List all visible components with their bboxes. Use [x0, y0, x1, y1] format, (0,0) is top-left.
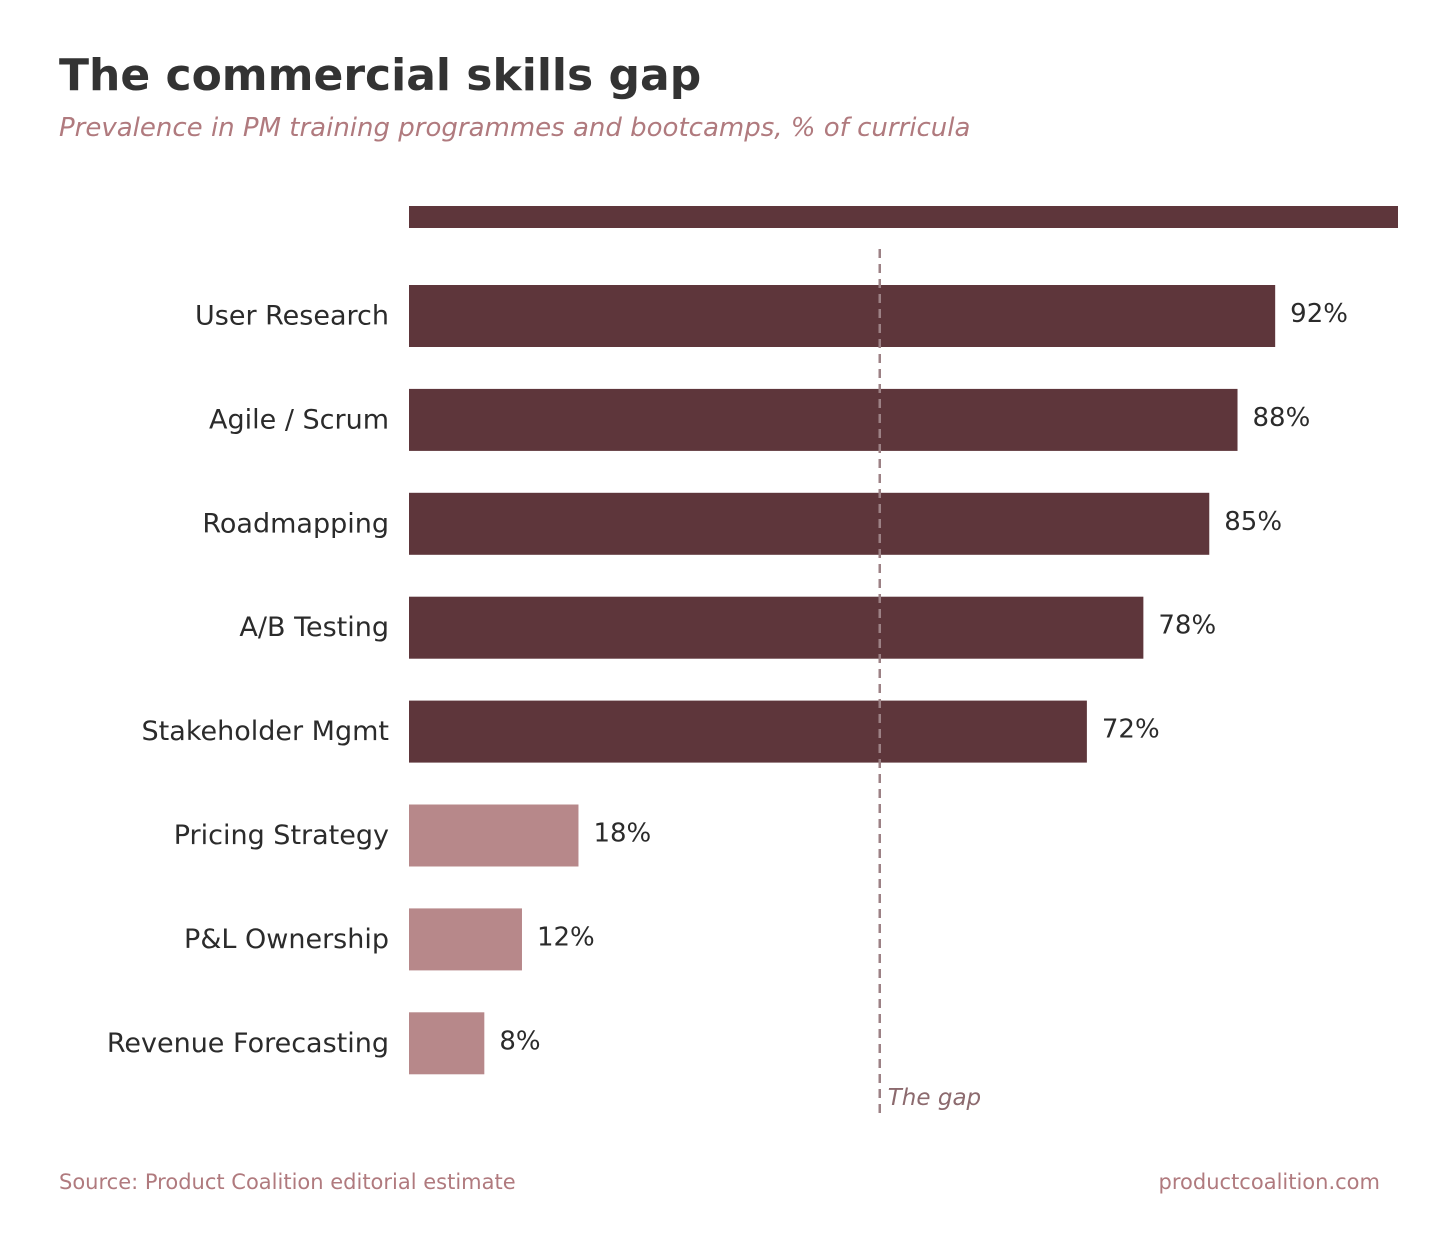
- gap-reference-label: The gap: [888, 1085, 981, 1111]
- value-label-p-l-ownership: 12%: [537, 922, 595, 952]
- bar-stakeholder-mgmt: [409, 700, 1087, 763]
- bar-user-research: [409, 285, 1276, 347]
- value-label-user-research: 92%: [1290, 299, 1348, 329]
- bar-pricing-strategy: [409, 804, 579, 867]
- bar-revenue-forecasting: [409, 1012, 485, 1075]
- bar-agile-scrum: [409, 388, 1238, 451]
- top-accent-bar: [409, 206, 1398, 228]
- value-label-roadmapping: 85%: [1224, 507, 1282, 537]
- value-label-agile-scrum: 88%: [1253, 403, 1311, 433]
- bars-layer: User Research 92% Agile / Scrum 88% Roadmapp…: [107, 285, 1348, 1075]
- bar-a-b-testing: [409, 596, 1144, 659]
- bar-p-l-ownership: [409, 908, 522, 971]
- source-note: Source: Product Coalition editorial esti…: [59, 1170, 516, 1194]
- category-label-pricing-strategy: Pricing Strategy: [174, 820, 389, 851]
- category-label-roadmapping: Roadmapping: [202, 508, 389, 539]
- category-label-revenue-forecasting: Revenue Forecasting: [107, 1028, 389, 1059]
- bar-roadmapping: [409, 492, 1210, 555]
- value-label-stakeholder-mgmt: 72%: [1102, 715, 1160, 745]
- chart-subtitle: Prevalence in PM training programmes and…: [59, 113, 971, 143]
- chart-title: The commercial skills gap: [59, 50, 702, 101]
- category-label-agile-scrum: Agile / Scrum: [209, 404, 389, 435]
- category-label-user-research: User Research: [195, 301, 389, 332]
- category-label-p-l-ownership: P&L Ownership: [184, 924, 389, 955]
- value-label-a-b-testing: 78%: [1158, 611, 1216, 641]
- site-credit: productcoalition.com: [1158, 1170, 1380, 1194]
- category-label-stakeholder-mgmt: Stakeholder Mgmt: [142, 716, 389, 747]
- value-label-revenue-forecasting: 8%: [499, 1026, 540, 1056]
- value-label-pricing-strategy: 18%: [593, 819, 651, 849]
- category-label-a-b-testing: A/B Testing: [239, 612, 389, 643]
